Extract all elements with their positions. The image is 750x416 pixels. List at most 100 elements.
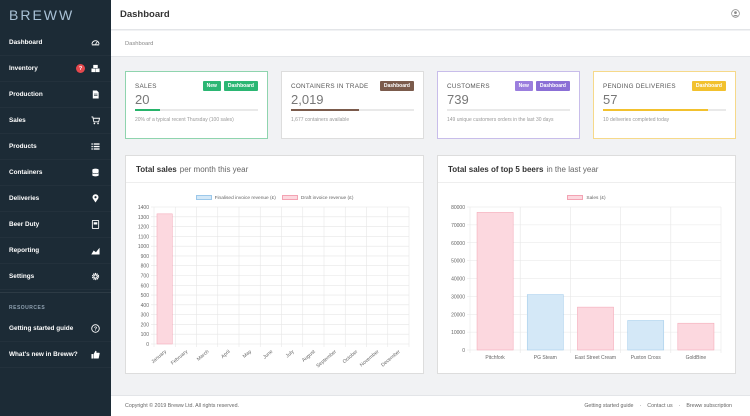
- y-tick-label: 900: [141, 254, 150, 260]
- sidebar-item-label: Getting started guide: [9, 325, 74, 332]
- footer-link-contact[interactable]: Contact us: [647, 403, 673, 409]
- sidebar-item-getting-started[interactable]: Getting started guide ?: [0, 316, 111, 342]
- y-tick-label: 1400: [138, 205, 149, 211]
- chart-title-rest: per month this year: [179, 164, 249, 174]
- customers-label: CUSTOMERS: [447, 83, 490, 90]
- footer-link-subscription[interactable]: Breww subscription: [686, 403, 732, 409]
- y-tick-label: 700: [141, 273, 150, 279]
- chart-title-bold: Total sales of top 5 beers: [448, 164, 544, 174]
- inventory-alert-badge[interactable]: ?: [76, 64, 85, 73]
- y-tick-label: 800: [141, 263, 150, 269]
- chart-title: Total sales of top 5 beers in the last y…: [438, 156, 735, 183]
- breadcrumb-item[interactable]: Dashboard: [125, 40, 154, 47]
- sidebar-item-beer-duty[interactable]: Beer Duty: [0, 212, 111, 238]
- y-tick-label: 80000: [451, 205, 465, 211]
- y-tick-label: 0: [462, 348, 465, 354]
- deliveries-progress-bar: [603, 109, 726, 111]
- sidebar-item-label: Containers: [9, 169, 43, 176]
- breww-logo[interactable]: BREWW: [9, 7, 75, 23]
- question-icon: ?: [91, 324, 100, 333]
- thumbs-up-icon: [91, 350, 100, 359]
- legend-item[interactable]: Sales (£): [567, 195, 606, 201]
- dashboard-tag[interactable]: Dashboard: [691, 81, 726, 91]
- footer-links: Getting started guide · Contact us · Bre…: [584, 403, 732, 409]
- y-tick-label: 30000: [451, 294, 465, 300]
- dashboard-tag[interactable]: Dashboard: [535, 81, 570, 91]
- x-tick-label: Puxton Cross: [631, 355, 662, 361]
- x-tick-label: March: [196, 349, 211, 363]
- x-tick-label: November: [359, 348, 381, 368]
- bar: [156, 213, 173, 345]
- chart-legend: Sales (£): [438, 195, 735, 201]
- sidebar-item-label: Beer Duty: [9, 221, 40, 228]
- bar: [677, 322, 715, 351]
- chart-title: Total sales per month this year: [126, 156, 423, 183]
- y-tick-label: 70000: [451, 223, 465, 229]
- sidebar: BREWW Dashboard Inventory ? Production S…: [0, 0, 111, 416]
- sidebar-item-label: Products: [9, 143, 37, 150]
- chart-title-rest: in the last year: [546, 164, 599, 174]
- sales-subtext: 20% of a typical recent Thursday (100 sa…: [135, 117, 234, 123]
- monthly-sales-chart: 0 100 200 300 400 500 600 700 800 900 1000 1100 1200…: [138, 205, 410, 369]
- x-tick-label: April: [220, 349, 232, 360]
- x-tick-label: September: [315, 348, 338, 369]
- sidebar-item-label: Deliveries: [9, 195, 40, 202]
- legend-item[interactable]: Draft invoice revenue (£): [281, 195, 353, 201]
- bar: [627, 320, 665, 351]
- sidebar-item-whats-new[interactable]: What's new in Breww?: [0, 342, 111, 368]
- sidebar-item-settings[interactable]: Settings: [0, 264, 111, 290]
- document-icon: [91, 90, 100, 99]
- breadcrumb: Dashboard: [111, 31, 750, 57]
- x-tick-label: January: [150, 348, 168, 364]
- chart-legend: Finalised invoice revenue (£) Draft invo…: [126, 195, 423, 201]
- x-tick-label: February: [170, 348, 190, 366]
- sidebar-item-label: What's new in Breww?: [9, 351, 78, 358]
- deliveries-card: PENDING DELIVERIES Dashboard 57 10 deliv…: [593, 71, 736, 139]
- resources-heading: RESOURCES: [0, 292, 111, 316]
- new-tag[interactable]: New: [202, 81, 221, 91]
- y-tick-label: 60000: [451, 241, 465, 247]
- sidebar-item-dashboard[interactable]: Dashboard: [0, 30, 111, 56]
- svg-text:?: ?: [94, 326, 97, 332]
- sidebar-item-inventory[interactable]: Inventory ?: [0, 56, 111, 82]
- y-tick-label: 1000: [138, 244, 149, 250]
- bar: [476, 211, 514, 351]
- x-tick-label: August: [301, 348, 317, 363]
- sidebar-item-label: Inventory: [9, 65, 38, 72]
- top-bar: Dashboard: [111, 0, 750, 30]
- list-icon: [91, 142, 100, 151]
- footer-separator: ·: [639, 403, 642, 409]
- y-tick-label: 1100: [138, 234, 149, 240]
- y-tick-label: 1200: [138, 224, 149, 230]
- chart-icon: [91, 246, 100, 255]
- sidebar-item-deliveries[interactable]: Deliveries: [0, 186, 111, 212]
- y-tick-label: 100: [141, 332, 150, 338]
- containers-value: 2,019: [291, 92, 324, 107]
- y-tick-label: 1300: [138, 215, 149, 221]
- top-beers-chart-card: Total sales of top 5 beers in the last y…: [437, 155, 736, 374]
- y-tick-label: 10000: [451, 330, 465, 336]
- new-tag[interactable]: New: [514, 81, 533, 91]
- sidebar-item-products[interactable]: Products: [0, 134, 111, 160]
- sidebar-item-sales[interactable]: Sales: [0, 108, 111, 134]
- y-tick-label: 40000: [451, 276, 465, 282]
- sales-progress-bar: [135, 109, 258, 111]
- x-tick-label: Pitchfork: [485, 355, 505, 361]
- y-tick-label: 500: [141, 293, 150, 299]
- sidebar-item-production[interactable]: Production: [0, 82, 111, 108]
- sidebar-item-reporting[interactable]: Reporting: [0, 238, 111, 264]
- user-account-icon[interactable]: [731, 9, 740, 20]
- map-pin-icon: [91, 194, 100, 203]
- x-tick-label: December: [380, 348, 402, 368]
- dashboard-tag[interactable]: Dashboard: [379, 81, 414, 91]
- customers-subtext: 149 unique customers orders in the last …: [447, 117, 554, 123]
- footer-link-getting-started[interactable]: Getting started guide: [584, 403, 634, 409]
- dashboard-tag[interactable]: Dashboard: [223, 81, 258, 91]
- y-tick-label: 300: [141, 312, 150, 318]
- page-title: Dashboard: [120, 9, 170, 20]
- legend-item[interactable]: Finalised invoice revenue (£): [195, 195, 276, 201]
- sidebar-item-containers[interactable]: Containers: [0, 160, 111, 186]
- footer-separator: ·: [678, 403, 681, 409]
- sales-value: 20: [135, 92, 150, 107]
- x-tick-label: June: [262, 349, 274, 361]
